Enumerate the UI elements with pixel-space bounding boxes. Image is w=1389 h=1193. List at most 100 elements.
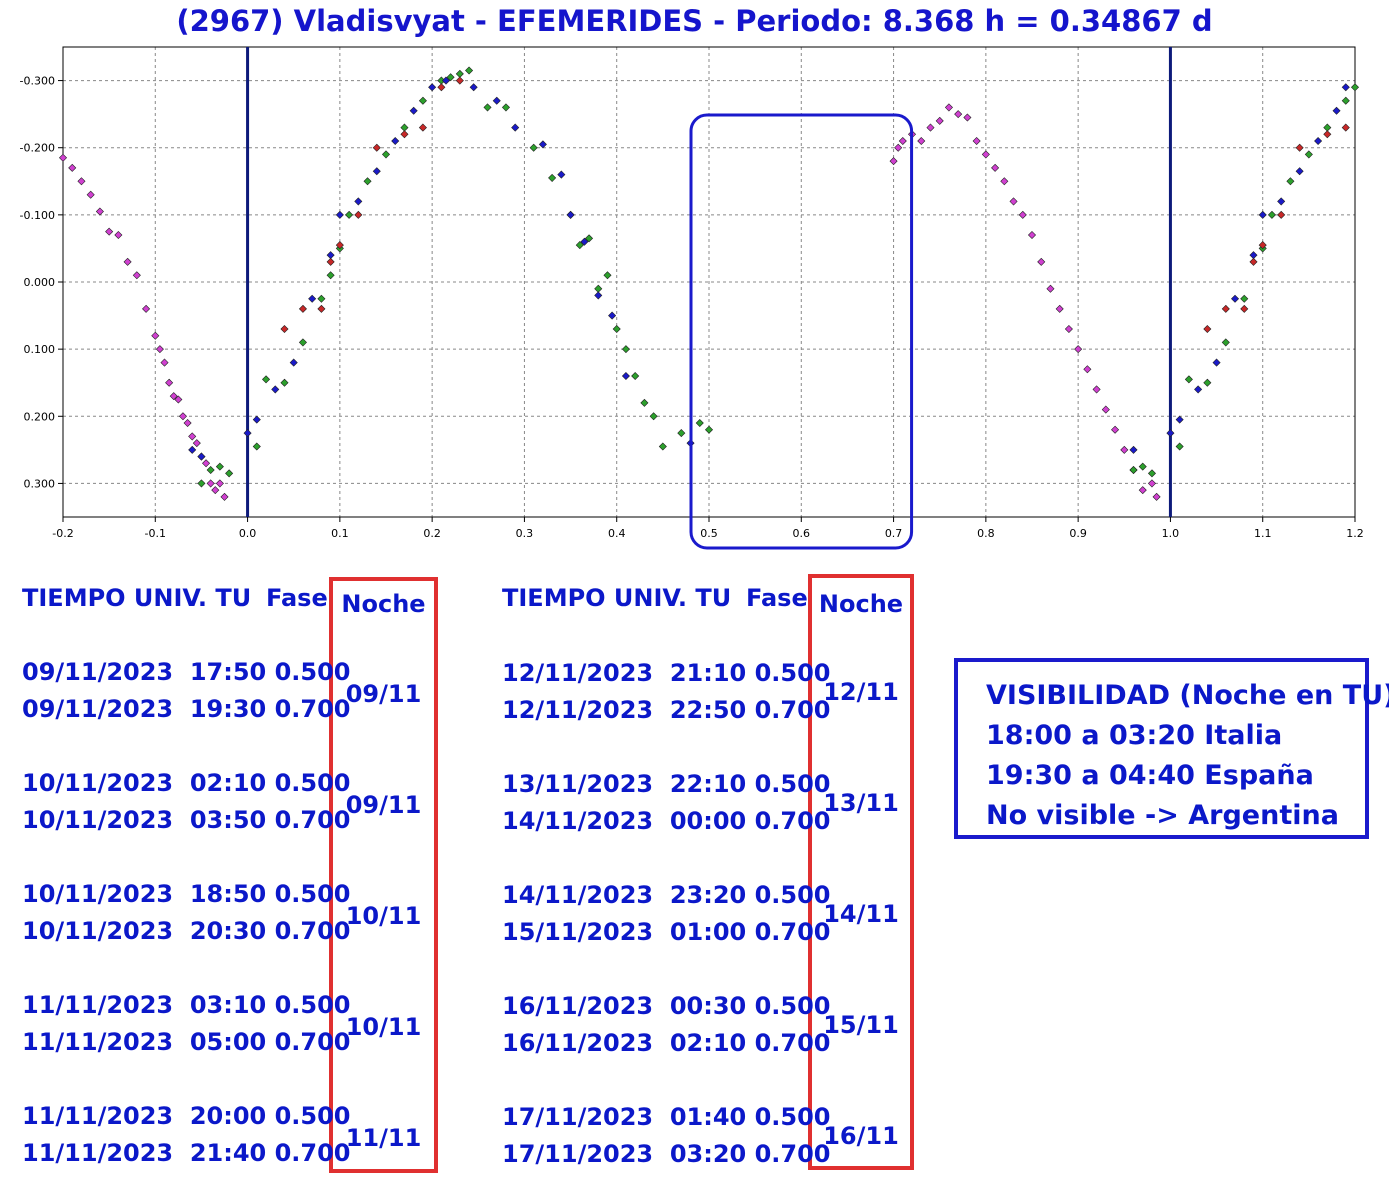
y-tick-label: -0.200 bbox=[20, 142, 55, 155]
data-point bbox=[455, 69, 464, 78]
data-point bbox=[202, 459, 211, 468]
data-point bbox=[677, 429, 686, 438]
data-point bbox=[511, 123, 520, 132]
table1-row: 09/11/2023 17:50 0.500 bbox=[22, 658, 351, 686]
data-point bbox=[142, 304, 151, 313]
x-ticks: -0.2 -0.1 0.0 0.1 0.2 0.3 0.4 0.5 0.6 0.7 0.8 0.9 1.… bbox=[52, 517, 1364, 540]
data-point bbox=[308, 294, 317, 303]
data-point bbox=[326, 251, 335, 260]
data-point bbox=[1111, 425, 1120, 434]
table1-row: 11/11/2023 21:40 0.700 bbox=[22, 1139, 351, 1167]
y-tick-label: 0.300 bbox=[24, 477, 56, 490]
data-point bbox=[317, 294, 326, 303]
data-point bbox=[1341, 83, 1350, 92]
y-tick-label: -0.100 bbox=[20, 209, 55, 222]
data-point bbox=[243, 429, 252, 438]
table2-header-fase: Fase bbox=[746, 584, 808, 612]
table2-noche-value: 15/11 bbox=[823, 1011, 899, 1039]
data-point bbox=[1277, 197, 1286, 206]
data-point bbox=[206, 479, 215, 488]
data-point bbox=[455, 76, 464, 85]
lightcurve-chart: -0.2 -0.1 0.0 0.1 0.2 0.3 0.4 0.5 0.6 0.7 0.8 0.9 1.… bbox=[20, 46, 1364, 550]
phase-highlight-box bbox=[689, 113, 914, 550]
data-point bbox=[123, 257, 132, 266]
data-point bbox=[197, 452, 206, 461]
data-point bbox=[1184, 375, 1193, 384]
data-point bbox=[1018, 210, 1027, 219]
data-point bbox=[1221, 338, 1230, 347]
data-point bbox=[1129, 445, 1138, 454]
data-point bbox=[566, 210, 575, 219]
data-point bbox=[1138, 462, 1147, 471]
data-point bbox=[206, 465, 215, 475]
data-point bbox=[926, 123, 935, 132]
data-point bbox=[501, 103, 510, 112]
data-point bbox=[1221, 304, 1230, 313]
table1-noche-value: 11/11 bbox=[345, 1124, 422, 1152]
data-point bbox=[1138, 486, 1147, 495]
data-point bbox=[174, 395, 183, 404]
table2-row: 15/11/2023 01:00 0.700 bbox=[502, 918, 831, 946]
data-point bbox=[1046, 284, 1055, 293]
data-point bbox=[437, 83, 446, 92]
visibility-line: 18:00 a 03:20 Italia bbox=[986, 720, 1283, 751]
data-point bbox=[1037, 257, 1046, 266]
data-point bbox=[418, 123, 427, 132]
data-point bbox=[1175, 442, 1184, 451]
table2-header-tiempo: TIEMPO UNIV. TU bbox=[502, 584, 732, 612]
data-point bbox=[409, 106, 418, 115]
data-point bbox=[585, 234, 594, 243]
data-point bbox=[603, 271, 612, 280]
y-ticks: -0.300 -0.200 -0.100 0.000 0.100 0.200 0.300 bbox=[20, 75, 63, 490]
data-point bbox=[1323, 130, 1332, 139]
data-point bbox=[1166, 429, 1175, 438]
table1-row: 10/11/2023 03:50 0.700 bbox=[22, 806, 351, 834]
x-tick-label: 0.7 bbox=[885, 527, 903, 540]
data-point bbox=[889, 157, 898, 166]
data-point bbox=[1295, 143, 1304, 152]
data-point bbox=[1092, 385, 1101, 394]
table2-row: 16/11/2023 02:10 0.700 bbox=[502, 1029, 831, 1057]
table2-noche-value: 14/11 bbox=[823, 900, 899, 928]
data-point bbox=[441, 76, 451, 85]
data-point bbox=[68, 163, 77, 172]
data-point bbox=[1009, 197, 1018, 206]
data-point bbox=[381, 150, 391, 159]
table2-noche-value: 16/11 bbox=[823, 1122, 899, 1150]
data-point bbox=[621, 345, 630, 354]
data-points bbox=[58, 66, 1360, 501]
data-point bbox=[220, 492, 229, 501]
data-point bbox=[981, 150, 990, 159]
data-point bbox=[262, 375, 271, 384]
data-point bbox=[418, 96, 427, 105]
data-point bbox=[252, 415, 261, 424]
data-point bbox=[391, 136, 400, 146]
data-point bbox=[1286, 177, 1295, 186]
data-point bbox=[151, 331, 160, 340]
data-point bbox=[280, 378, 289, 387]
table1-noche-value: 10/11 bbox=[345, 1013, 422, 1041]
data-point bbox=[326, 271, 335, 280]
data-point bbox=[335, 210, 344, 219]
data-point bbox=[132, 271, 141, 280]
data-point bbox=[372, 143, 381, 152]
x-tick-label: 0.6 bbox=[793, 527, 811, 540]
data-point bbox=[917, 136, 926, 146]
x-tick-label: 1.0 bbox=[1162, 527, 1180, 540]
y-tick-label: 0.000 bbox=[24, 276, 56, 289]
data-point bbox=[192, 439, 201, 448]
data-point bbox=[86, 190, 95, 199]
visibility-line: 19:30 a 04:40 España bbox=[986, 760, 1314, 791]
data-point bbox=[1350, 83, 1360, 92]
data-point bbox=[1203, 324, 1212, 334]
data-point bbox=[1240, 304, 1249, 313]
data-point bbox=[215, 479, 224, 488]
x-tick-label: 0.0 bbox=[239, 527, 257, 540]
data-point bbox=[178, 412, 187, 421]
data-point bbox=[991, 163, 1000, 172]
data-point bbox=[469, 83, 478, 92]
data-point bbox=[1175, 415, 1184, 424]
table2-noche-value: 13/11 bbox=[823, 789, 899, 817]
data-point bbox=[640, 398, 649, 407]
table2-row: 16/11/2023 00:30 0.500 bbox=[502, 992, 831, 1020]
